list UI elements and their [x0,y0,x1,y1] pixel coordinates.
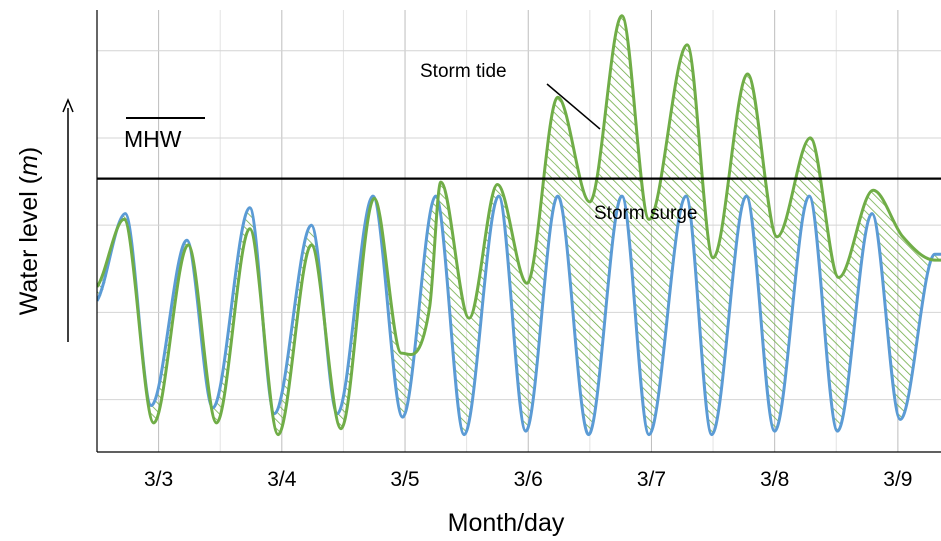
x-tick-label: 3/9 [883,468,912,491]
y-axis-arrow-icon [62,98,74,113]
x-tick-label: 3/6 [514,468,543,491]
x-tick-label: 3/4 [267,468,297,491]
x-tick-label: 3/8 [760,468,789,491]
mhw-label: MHW [124,126,182,152]
y-axis-title-group: Water level (m) [15,98,74,342]
storm-tide-annotation: Storm tide [420,61,507,82]
x-tick-labels: 3/3 3/4 3/5 3/6 3/7 3/8 3/9 [144,468,912,491]
storm-tide-line [97,14,941,437]
y-axis-title: Water level (m) [15,147,43,316]
x-tick-label: 3/3 [144,468,173,491]
storm-surge-annotation: Storm surge [594,203,697,224]
x-tick-label: 3/5 [390,468,419,491]
astronomical-tide-line [97,194,941,437]
storm-tide-leader-line [546,83,601,130]
x-tick-label: 3/7 [637,468,666,491]
x-axis-title: Month/day [448,509,565,537]
